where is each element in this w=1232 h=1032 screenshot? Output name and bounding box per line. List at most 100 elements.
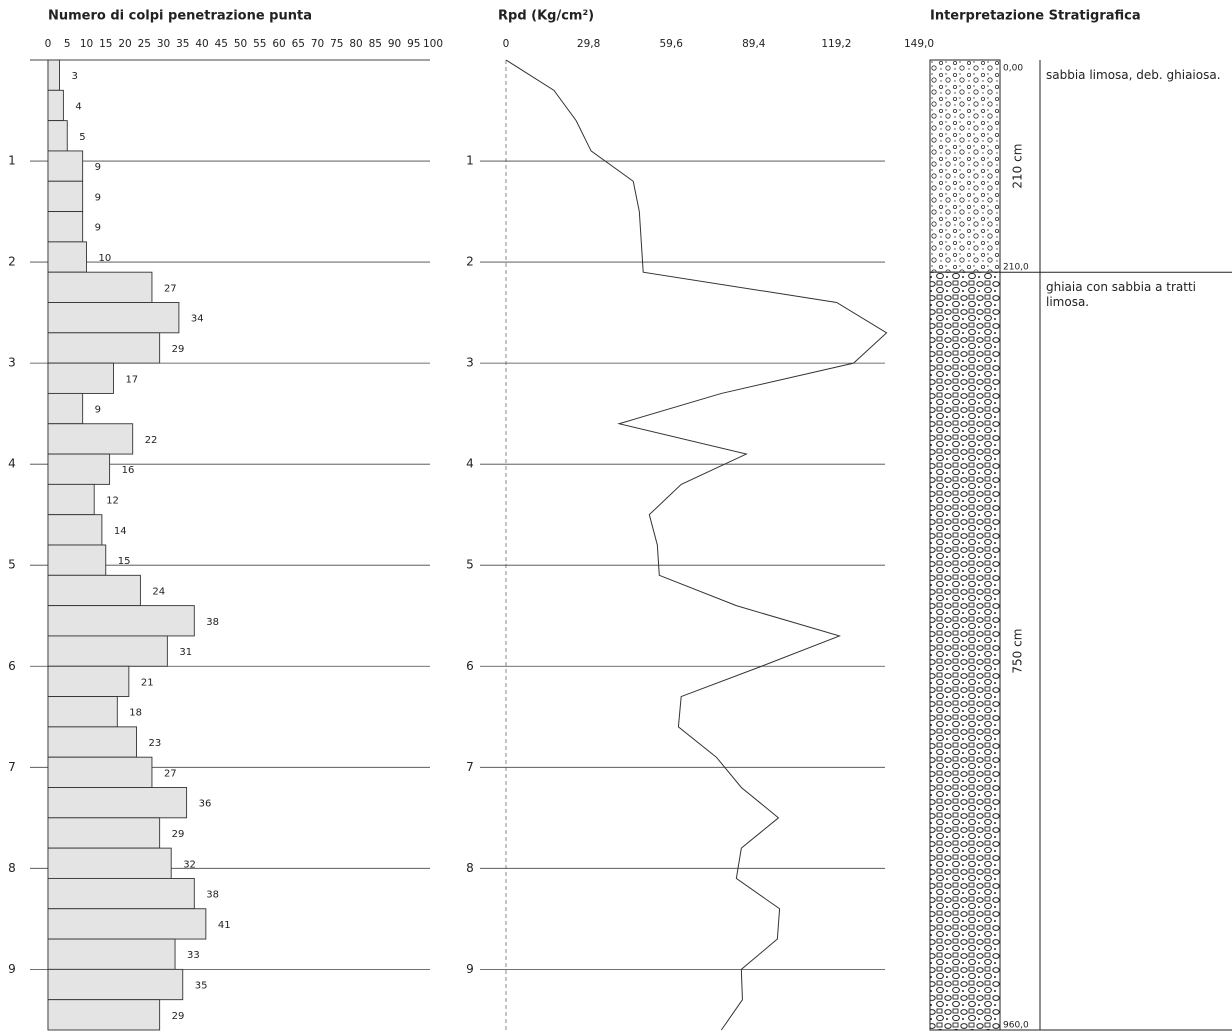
x-tick-label: 45 [215, 38, 228, 50]
depth-label: 0,00 [1003, 64, 1023, 74]
y-tick-label: 9 [466, 962, 474, 976]
value-label: 5 [79, 132, 85, 143]
description-text: sabbia limosa, deb. ghiaiosa. [1046, 68, 1221, 82]
value-label: 12 [106, 496, 119, 507]
depth-label: 210,0 [1003, 263, 1029, 273]
y-tick-label: 7 [466, 760, 474, 774]
bar [47, 271, 153, 303]
depth-label: 960,0 [1003, 1021, 1029, 1031]
bar [47, 787, 188, 819]
bar [47, 696, 118, 728]
value-label: 27 [164, 768, 177, 779]
x-tick-label: 60 [272, 38, 285, 50]
value-label: 9 [95, 162, 101, 173]
bar [47, 453, 111, 485]
bar [47, 665, 130, 698]
x-tick-label: 89,4 [742, 38, 766, 50]
y-tick-label: 1 [8, 154, 16, 168]
y-tick-label: 9 [8, 962, 16, 976]
x-tick-label: 119,2 [821, 38, 851, 50]
value-label: 14 [114, 526, 127, 537]
value-label: 18 [129, 708, 142, 719]
bar [47, 241, 87, 273]
bar [47, 605, 195, 637]
bar [47, 968, 184, 1001]
x-tick-label: 55 [253, 38, 266, 50]
bar [47, 544, 107, 576]
x-tick-label: 75 [330, 38, 343, 50]
y-tick-label: 6 [8, 659, 16, 673]
y-tick-label: 8 [8, 861, 16, 875]
bar [47, 574, 141, 607]
bar [47, 89, 64, 122]
bar [47, 120, 68, 152]
bar [47, 483, 95, 516]
value-label: 22 [145, 435, 158, 446]
value-label: 21 [141, 677, 154, 688]
bar [47, 908, 207, 940]
x-tick-label: 5 [64, 38, 71, 50]
thickness-label: 210 cm [1011, 144, 1025, 189]
bar [47, 332, 161, 364]
bar [47, 756, 153, 788]
x-tick-label: 40 [195, 38, 208, 50]
bar [47, 635, 168, 667]
data-line [505, 59, 888, 1031]
x-tick-label: 90 [388, 38, 401, 50]
y-tick-label: 4 [8, 457, 16, 471]
value-label: 24 [152, 586, 165, 597]
bar [47, 817, 161, 849]
x-tick-label: 85 [369, 38, 382, 50]
y-tick-label: 2 [8, 255, 16, 269]
bar [47, 150, 84, 182]
bar [47, 59, 61, 91]
bar [47, 877, 195, 910]
value-label: 34 [191, 314, 204, 325]
description-text: ghiaia con sabbia a tratti limosa. [1046, 280, 1197, 310]
bar [47, 423, 134, 455]
chart-title: Rpd (Kg/cm²) [498, 9, 594, 24]
value-label: 41 [218, 920, 231, 931]
x-tick-label: 80 [349, 38, 362, 50]
x-tick-label: 20 [118, 38, 131, 50]
bar [47, 180, 84, 213]
value-label: 36 [199, 799, 212, 810]
value-label: 9 [95, 192, 101, 203]
x-tick-label: 10 [80, 38, 93, 50]
x-tick-label: 65 [292, 38, 305, 50]
description: ghiaia con sabbia a tratti limosa. [1046, 280, 1197, 310]
bar [47, 726, 138, 758]
value-label: 3 [72, 71, 78, 82]
x-tick-label: 70 [311, 38, 324, 50]
y-tick-label: 3 [466, 356, 474, 370]
value-label: 27 [164, 283, 177, 294]
bar [47, 999, 161, 1031]
value-label: 15 [118, 556, 131, 567]
y-tick-label: 2 [466, 255, 474, 269]
value-label: 29 [172, 344, 185, 355]
bar [47, 302, 180, 334]
y-tick-label: 6 [466, 659, 474, 673]
value-label: 23 [149, 738, 162, 749]
x-tick-label: 95 [407, 38, 420, 50]
bar [47, 847, 172, 879]
y-tick-label: 1 [466, 154, 474, 168]
description: sabbia limosa, deb. ghiaiosa. [1046, 68, 1221, 82]
bar [47, 514, 103, 546]
value-label: 32 [183, 859, 196, 870]
layer [929, 59, 1001, 273]
value-label: 38 [206, 890, 219, 901]
value-label: 16 [122, 465, 135, 476]
x-tick-label: 35 [176, 38, 189, 50]
bar [47, 938, 176, 970]
bar [47, 362, 114, 394]
x-tick-label: 29,8 [577, 38, 600, 50]
x-tick-label: 30 [157, 38, 170, 50]
layer [929, 271, 1001, 1031]
value-label: 4 [75, 101, 81, 112]
x-tick-label: 15 [99, 38, 112, 50]
x-tick-label: 0 [503, 38, 510, 50]
x-tick-label: 25 [138, 38, 151, 50]
bar [47, 392, 84, 425]
chart-title: Interpretazione Stratigrafica [930, 9, 1141, 24]
